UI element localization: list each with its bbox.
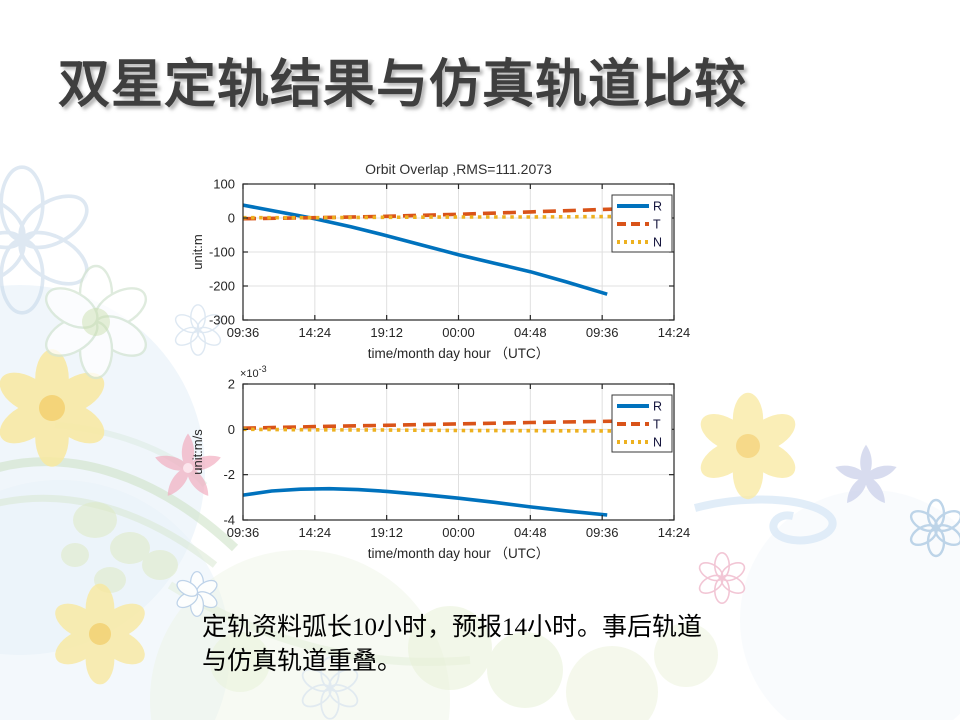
- y-tick-label: -300: [209, 313, 235, 328]
- x-axis-label: time/month day hour （UTC）: [368, 546, 550, 561]
- x-tick-label: 14:24: [299, 525, 332, 540]
- orbit-overlap-velocity-chart: 09:36 14:24 19:12 00:00 04:48 09:36 14:2420-2-…: [190, 364, 691, 561]
- series-line-N: [243, 214, 642, 220]
- x-tick-label: 19:12: [370, 525, 403, 540]
- slide-title: 双星定轨结果与仿真轨道比较: [58, 56, 748, 114]
- x-axis-label: time/month day hour （UTC）: [368, 346, 550, 361]
- yellow-flower-icon: [0, 349, 112, 467]
- x-tick-label: 14:24: [658, 525, 691, 540]
- y-tick-label: 0: [228, 422, 235, 437]
- y-tick-label: -100: [209, 245, 235, 260]
- series-line-N: [242, 427, 642, 433]
- yellow-flower-icon: [49, 583, 151, 685]
- legend-label-R: R: [653, 400, 662, 414]
- x-tick-label: 19:12: [370, 325, 403, 340]
- outline-flower-icon: [0, 165, 98, 315]
- legend-label-N: N: [653, 436, 662, 450]
- legend-label-T: T: [653, 418, 661, 432]
- series-line-T: [242, 418, 642, 430]
- y-tick-label: -200: [209, 279, 235, 294]
- legend: RTN: [611, 194, 673, 253]
- y-axis-exponent: ×10-3: [240, 364, 267, 380]
- legend-label-N: N: [653, 236, 662, 250]
- chart-title: Orbit Overlap ,RMS=111.2073: [365, 161, 552, 177]
- x-tick-label: 09:36: [586, 525, 619, 540]
- y-axis-label: unit:m: [190, 234, 205, 269]
- legend-label-R: R: [653, 200, 662, 214]
- series-line-R: [242, 486, 608, 517]
- x-tick-label: 09:36: [586, 325, 619, 340]
- caption-line: 定轨资料弧长10小时，预报14小时。事后轨道: [202, 614, 703, 641]
- y-axis-label: unit:m/s: [190, 429, 205, 475]
- x-tick-label: 00:00: [442, 325, 475, 340]
- x-tick-label: 14:24: [658, 325, 691, 340]
- caption: 定轨资料弧长10小时，预报14小时。事后轨道 与仿真轨道重叠。: [202, 611, 702, 679]
- x-tick-label: 09:36: [227, 325, 260, 340]
- series-line-T: [242, 206, 642, 221]
- outline-flower-icon: [38, 264, 154, 380]
- x-tick-label: 04:48: [514, 525, 547, 540]
- x-tick-label: 14:24: [299, 325, 332, 340]
- outline-flower-icon: [906, 498, 960, 558]
- purple-flower-icon: [833, 444, 899, 507]
- orbit-overlap-position-chart: 09:36 14:24 19:12 00:00 04:48 09:36 14:24 100 0 -…: [190, 161, 691, 361]
- outline-flower-icon: [173, 570, 221, 618]
- y-tick-label: 2: [228, 377, 235, 392]
- y-tick-label: -4: [223, 513, 235, 528]
- y-tick-label: 100: [213, 177, 235, 192]
- x-tick-label: 04:48: [514, 325, 547, 340]
- legend: RTN: [611, 394, 673, 453]
- y-tick-label: 0: [228, 211, 235, 226]
- y-tick-label: -2: [223, 467, 235, 482]
- x-tick-label: 00:00: [442, 525, 475, 540]
- caption-line: 与仿真轨道重叠。: [202, 648, 403, 675]
- legend-label-T: T: [653, 218, 661, 232]
- yellow-flower-icon: [694, 392, 802, 500]
